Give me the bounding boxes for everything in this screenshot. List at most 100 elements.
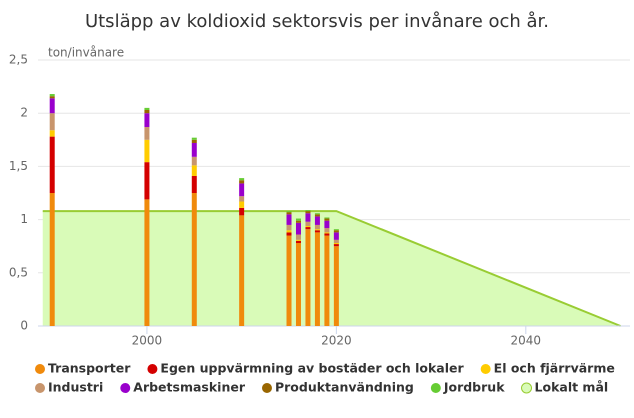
bar-segment bbox=[191, 139, 197, 143]
bar-segment bbox=[239, 183, 245, 197]
legend-label: Transporter bbox=[48, 361, 131, 376]
bar-segment bbox=[324, 218, 330, 221]
bar-segment bbox=[239, 215, 245, 326]
bar-segment bbox=[324, 228, 330, 233]
bar-segment bbox=[239, 196, 245, 202]
bar-segment bbox=[191, 137, 197, 140]
y-tick-label: 0,5 bbox=[9, 265, 28, 279]
bar-segment bbox=[286, 211, 292, 213]
area-line bbox=[42, 210, 621, 327]
legend-marker bbox=[480, 364, 491, 374]
bar-segment bbox=[324, 233, 330, 236]
bar-segment bbox=[49, 193, 55, 326]
bar-segment bbox=[286, 235, 292, 326]
bar-segment bbox=[191, 142, 197, 157]
y-tick-label: 1,5 bbox=[9, 159, 28, 173]
bar-segment bbox=[144, 107, 150, 111]
bar-segment bbox=[49, 98, 55, 114]
legend-label: El och fjärrvärme bbox=[494, 361, 615, 376]
bar-segment bbox=[314, 230, 320, 233]
legend-label: Jordbruk bbox=[443, 380, 505, 395]
bar-segment bbox=[324, 235, 330, 326]
bar-segment bbox=[305, 211, 311, 214]
bar-segment bbox=[305, 227, 311, 230]
chart-title: Utsläpp av koldioxid sektorsvis per invå… bbox=[85, 11, 549, 32]
legend-marker bbox=[35, 383, 45, 393]
legend-marker bbox=[261, 383, 272, 393]
y-tick-label: 2,5 bbox=[9, 53, 28, 67]
bar-segment bbox=[286, 224, 292, 231]
bar-segment bbox=[49, 96, 55, 99]
bar-segment bbox=[333, 246, 339, 326]
bar-segment bbox=[239, 180, 245, 184]
bar-segment bbox=[333, 232, 339, 240]
bar-segment bbox=[305, 210, 311, 212]
bar-segment bbox=[333, 239, 339, 244]
bar-segment bbox=[314, 213, 320, 215]
bar-segment bbox=[239, 207, 245, 216]
bar-segment bbox=[144, 127, 150, 140]
bar-segment bbox=[49, 94, 55, 97]
bar-segment bbox=[286, 232, 292, 236]
bar-segment bbox=[49, 130, 55, 137]
bar-segment bbox=[144, 139, 150, 163]
x-tick-label: 2000 bbox=[132, 334, 163, 348]
bar-segment bbox=[333, 230, 339, 233]
bar-segment bbox=[314, 224, 320, 230]
bar-segment bbox=[191, 193, 197, 326]
bar-segment bbox=[286, 214, 292, 225]
legend-label: Lokalt mål bbox=[535, 380, 609, 395]
x-tick-label: 2020 bbox=[321, 334, 352, 348]
bar-segment bbox=[49, 136, 55, 193]
legend-marker bbox=[120, 383, 131, 393]
legend-marker bbox=[35, 364, 45, 374]
area-fill bbox=[42, 211, 621, 326]
bar-segment bbox=[295, 234, 301, 240]
bar-segment bbox=[333, 229, 339, 231]
bar-segment bbox=[305, 221, 311, 226]
legend-marker bbox=[521, 382, 533, 394]
y-tick-label: 2 bbox=[20, 106, 28, 120]
bar-segment bbox=[305, 229, 311, 326]
legend-label: Industri bbox=[48, 380, 103, 395]
legend-label: Produktanvändning bbox=[275, 380, 414, 395]
bar-segment bbox=[286, 212, 292, 215]
bar-segment bbox=[144, 162, 150, 200]
bar-segment bbox=[295, 220, 301, 223]
legend-marker bbox=[430, 383, 441, 393]
bar-segment bbox=[324, 232, 330, 234]
bar-segment bbox=[324, 217, 330, 219]
bar-segment bbox=[191, 165, 197, 176]
bar-segment bbox=[324, 220, 330, 229]
bar-segment bbox=[295, 239, 301, 241]
bar-segment bbox=[144, 113, 150, 128]
bar-segment bbox=[333, 244, 339, 247]
legend-label: Arbetsmaskiner bbox=[133, 380, 246, 395]
bar-segment bbox=[295, 222, 301, 235]
y-tick-label: 0 bbox=[20, 319, 28, 333]
bar-segment bbox=[305, 213, 311, 222]
bar-segment bbox=[239, 201, 245, 208]
bar-segment bbox=[295, 240, 301, 244]
legend-marker bbox=[147, 364, 158, 374]
bar-segment bbox=[49, 113, 55, 131]
bar-segment bbox=[239, 178, 245, 181]
bar-segment bbox=[295, 243, 301, 326]
legend-label: Egen uppvärmning av bostäder och lokaler bbox=[160, 361, 464, 376]
bar-segment bbox=[191, 175, 197, 193]
bar-segment bbox=[314, 216, 320, 225]
y-tick-label: 1 bbox=[20, 212, 28, 226]
bar-segment bbox=[144, 110, 150, 114]
bar-segment bbox=[314, 229, 320, 231]
bar-segment bbox=[333, 243, 339, 245]
bar-segment bbox=[286, 230, 292, 233]
bar-segment bbox=[191, 156, 197, 166]
bar-segment bbox=[314, 232, 320, 326]
bar-segment bbox=[305, 225, 311, 228]
x-tick-label: 2040 bbox=[511, 334, 542, 348]
bar-segment bbox=[295, 218, 301, 221]
y-axis-label: ton/invånare bbox=[48, 46, 124, 60]
bar-segment bbox=[314, 214, 320, 217]
bar-segment bbox=[144, 199, 150, 326]
